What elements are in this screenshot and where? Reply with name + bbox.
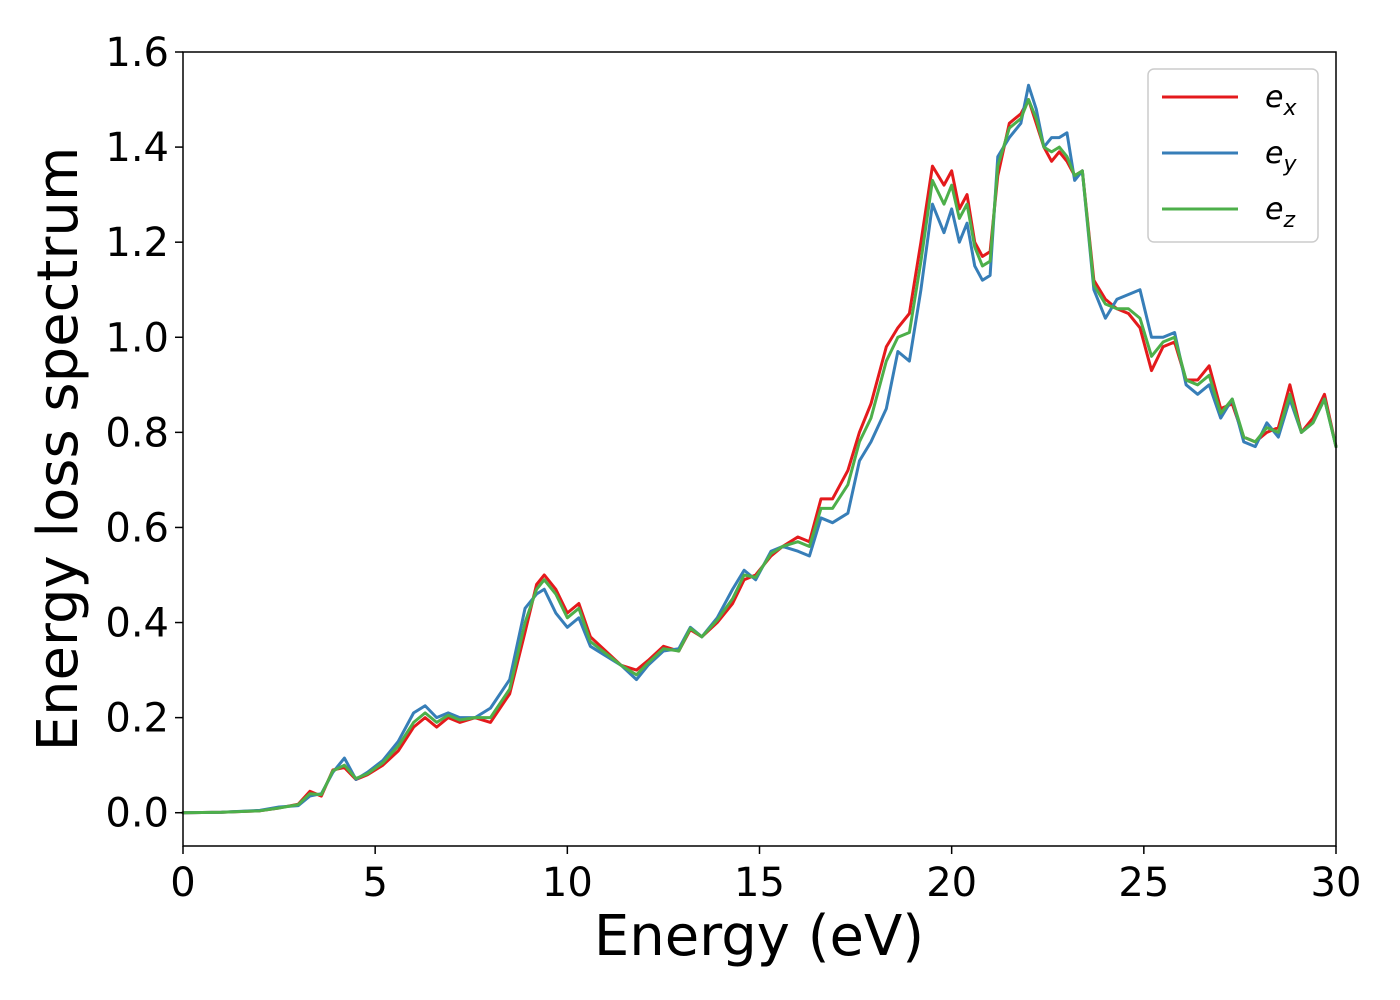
legend-label-subscript: y (1282, 152, 1297, 177)
y-tick-label: 1.2 (105, 220, 169, 266)
y-tick-label: 1.6 (105, 30, 169, 76)
x-tick-label: 5 (362, 860, 387, 906)
legend-label-base: e (1265, 80, 1283, 115)
y-tick-label: 0.2 (105, 696, 169, 742)
legend-label-subscript: z (1282, 208, 1295, 233)
y-axis-title: Energy loss spectrum (26, 147, 91, 752)
legend-label-subscript: x (1282, 96, 1297, 121)
series-line-ez (181, 98, 1338, 815)
legend-label-ey: ey (1265, 136, 1297, 177)
y-axis-ticks: 0.0 0.2 0.4 0.6 0.8 1.0 1.2 1.4 1.6 (105, 30, 183, 837)
legend-label-base: e (1265, 136, 1283, 171)
x-tick-label: 10 (542, 860, 593, 906)
legend-label-ex: ex (1265, 80, 1297, 121)
legend-label-ez: ez (1265, 192, 1295, 233)
x-axis-title: Energy (eV) (594, 904, 924, 969)
x-tick-label: 0 (170, 860, 195, 906)
x-axis-ticks: 0 5 10 15 20 25 30 (170, 846, 1361, 906)
y-tick-label: 0.0 (105, 791, 169, 837)
y-tick-label: 0.6 (105, 505, 169, 551)
y-tick-label: 1.0 (105, 315, 169, 361)
y-tick-label: 1.4 (105, 125, 169, 171)
legend-label-base: e (1265, 192, 1283, 227)
x-tick-label: 25 (1118, 860, 1169, 906)
x-tick-label: 30 (1311, 860, 1362, 906)
x-tick-label: 15 (734, 860, 785, 906)
series-layer (181, 83, 1338, 815)
series-line-ex (181, 98, 1338, 815)
series-line-ey (181, 83, 1338, 815)
x-tick-label: 20 (926, 860, 977, 906)
y-tick-label: 0.8 (105, 410, 169, 456)
legend-box (1147, 68, 1319, 243)
y-tick-label: 0.4 (105, 601, 169, 647)
